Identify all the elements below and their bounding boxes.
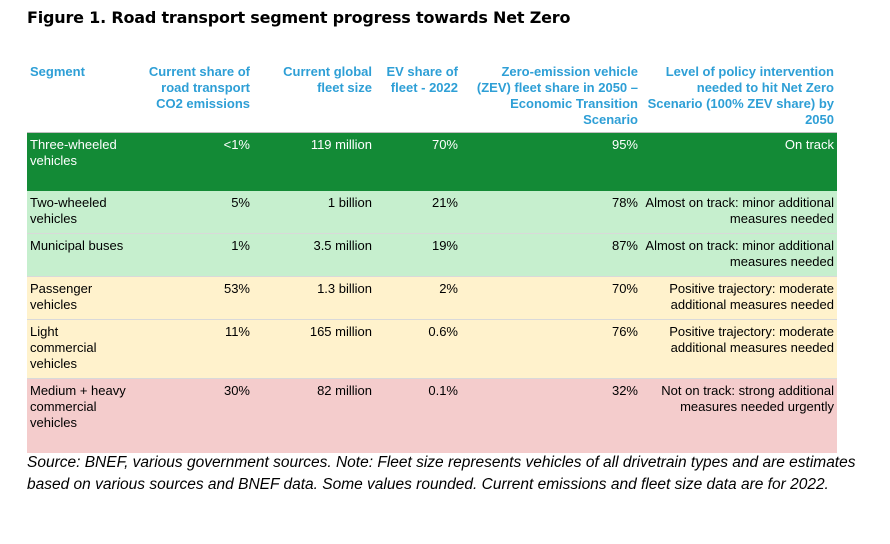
col-header-policy: Level of policy intervention needed to h… <box>647 64 834 127</box>
segment-cell: Passenger vehicles <box>27 276 131 320</box>
co2-share-cell: 11% <box>131 319 253 379</box>
ev-share-cell: 0.6% <box>375 319 461 379</box>
ev-share-cell: 70% <box>375 132 461 191</box>
ev-share-cell: 0.1% <box>375 378 461 453</box>
zev-2050-cell: 32% <box>461 378 641 453</box>
segment-cell: Three-wheeled vehicles <box>27 132 131 191</box>
col-header-fleet-size: Current global fleet size <box>283 64 372 95</box>
table-row: Medium + heavy commercial vehicles 30% 8… <box>27 378 837 453</box>
fleet-size-cell: 82 million <box>253 378 375 453</box>
table-row: Municipal buses 1% 3.5 million 19% 87% A… <box>27 233 837 277</box>
table-header-row: Segment Current share of road transport … <box>27 60 837 133</box>
ev-share-cell: 2% <box>375 276 461 320</box>
table-row: Passenger vehicles 53% 1.3 billion 2% 70… <box>27 276 837 320</box>
zev-2050-cell: 95% <box>461 132 641 191</box>
table-row: Two-wheeled vehicles 5% 1 billion 21% 78… <box>27 191 837 234</box>
table-row: Light commercial vehicles 11% 165 millio… <box>27 319 837 379</box>
policy-cell: On track <box>641 132 837 191</box>
fleet-size-cell: 1.3 billion <box>253 276 375 320</box>
col-header-segment: Segment <box>30 64 85 79</box>
col-header-ev-share: EV share of fleet - 2022 <box>386 64 458 95</box>
zev-2050-cell: 78% <box>461 191 641 234</box>
segment-cell: Two-wheeled vehicles <box>27 191 131 234</box>
zev-2050-cell: 70% <box>461 276 641 320</box>
policy-cell: Positive trajectory: moderate additional… <box>641 276 837 320</box>
source-note: Source: BNEF, various government sources… <box>27 454 856 493</box>
policy-cell: Almost on track: minor additional measur… <box>641 191 837 234</box>
segment-cell: Medium + heavy commercial vehicles <box>27 378 131 453</box>
fleet-size-cell: 165 million <box>253 319 375 379</box>
col-header-co2-share: Current share of road transport CO2 emis… <box>148 64 250 111</box>
ev-share-cell: 19% <box>375 233 461 277</box>
fleet-size-cell: 3.5 million <box>253 233 375 277</box>
policy-cell: Positive trajectory: moderate additional… <box>641 319 837 379</box>
col-header-zev-2050: Zero-emission vehicle (ZEV) fleet share … <box>476 64 638 127</box>
co2-share-cell: 30% <box>131 378 253 453</box>
fleet-size-cell: 1 billion <box>253 191 375 234</box>
segment-progress-table: Segment Current share of road transport … <box>27 60 837 453</box>
segment-cell: Municipal buses <box>27 233 131 277</box>
policy-cell: Not on track: strong additional measures… <box>641 378 837 453</box>
zev-2050-cell: 87% <box>461 233 641 277</box>
ev-share-cell: 21% <box>375 191 461 234</box>
figure-title: Figure 1. Road transport segment progres… <box>27 8 571 27</box>
table-row: Three-wheeled vehicles <1% 119 million 7… <box>27 132 837 191</box>
co2-share-cell: <1% <box>131 132 253 191</box>
segment-cell: Light commercial vehicles <box>27 319 131 379</box>
co2-share-cell: 1% <box>131 233 253 277</box>
co2-share-cell: 53% <box>131 276 253 320</box>
co2-share-cell: 5% <box>131 191 253 234</box>
zev-2050-cell: 76% <box>461 319 641 379</box>
fleet-size-cell: 119 million <box>253 132 375 191</box>
policy-cell: Almost on track: minor additional measur… <box>641 233 837 277</box>
